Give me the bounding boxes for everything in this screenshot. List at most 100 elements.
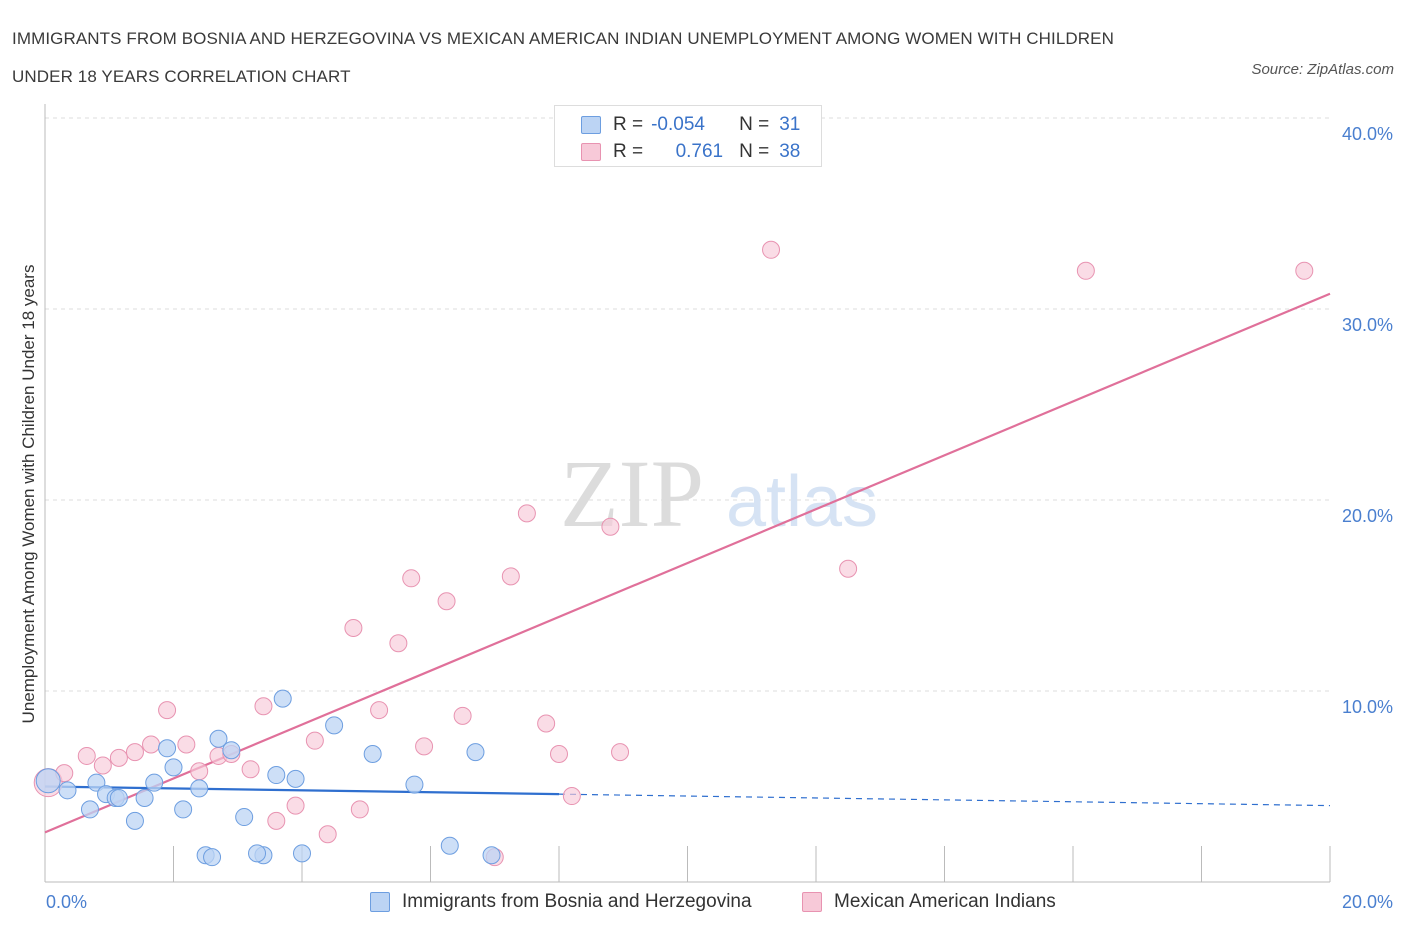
grid-lines bbox=[45, 117, 1330, 692]
x-tick-label: 0.0% bbox=[46, 892, 87, 912]
trend-lines bbox=[44, 292, 1331, 834]
point-mexican-american-indians bbox=[1076, 261, 1095, 280]
axes bbox=[44, 104, 1331, 883]
trend-line-bosnia bbox=[44, 785, 560, 796]
point-mexican-american-indians bbox=[77, 746, 96, 765]
point-mexican-american-indians bbox=[350, 800, 369, 819]
point-bosnia bbox=[325, 716, 344, 735]
point-mexican-american-indians bbox=[611, 743, 630, 762]
point-bosnia bbox=[293, 844, 311, 863]
n-value: 38 bbox=[779, 141, 801, 162]
point-mexican-american-indians bbox=[537, 714, 556, 733]
point-mexican-american-indians bbox=[601, 517, 620, 536]
point-bosnia bbox=[203, 848, 222, 867]
correlation-stats-box: R = -0.054 N = 31 R = 0.761 N = 38 bbox=[554, 105, 822, 167]
point-bosnia bbox=[482, 846, 501, 865]
point-mexican-american-indians bbox=[305, 731, 324, 750]
y-tick-label: 40.0% bbox=[1342, 124, 1393, 144]
point-mexican-american-indians bbox=[370, 701, 389, 720]
point-mexican-american-indians bbox=[517, 504, 536, 523]
point-mexican-american-indians bbox=[142, 735, 161, 754]
data-points bbox=[33, 240, 1314, 867]
r-value: 0.761 bbox=[675, 141, 724, 162]
point-bosnia bbox=[440, 836, 459, 855]
point-mexican-american-indians bbox=[109, 748, 128, 767]
point-bosnia bbox=[209, 729, 228, 748]
point-mexican-american-indians bbox=[158, 701, 177, 720]
blue-swatch-icon bbox=[581, 116, 601, 134]
x-tick-label: 20.0% bbox=[1342, 892, 1393, 912]
point-mexican-american-indians bbox=[177, 735, 196, 754]
point-mexican-american-indians bbox=[267, 811, 286, 830]
watermark-atlas: atlas bbox=[726, 462, 878, 542]
point-bosnia bbox=[222, 741, 241, 760]
point-mexican-american-indians bbox=[453, 706, 472, 725]
chart-title: IMMIGRANTS FROM BOSNIA AND HERZEGOVINA V… bbox=[12, 29, 1114, 86]
point-bosnia bbox=[164, 758, 183, 777]
tick-labels: 10.0% 20.0% 30.0% 40.0% 0.0% 20.0% bbox=[46, 124, 1393, 912]
r-value: -0.054 bbox=[651, 114, 705, 135]
point-bosnia bbox=[145, 773, 164, 792]
point-bosnia bbox=[190, 779, 209, 798]
point-bosnia bbox=[125, 811, 144, 830]
n-label: N = bbox=[739, 114, 770, 135]
n-value: 31 bbox=[779, 114, 801, 135]
point-bosnia bbox=[466, 743, 485, 762]
point-bosnia bbox=[109, 788, 128, 807]
legend-item-bosnia[interactable]: Immigrants from Bosnia and Herzegovina bbox=[370, 888, 752, 916]
point-mexican-american-indians bbox=[415, 737, 434, 756]
legend-item-mexican-american-indians[interactable]: Mexican American Indians bbox=[802, 888, 1056, 916]
point-bosnia bbox=[405, 775, 424, 794]
point-mexican-american-indians bbox=[254, 697, 273, 716]
watermark-zip: ZIP bbox=[560, 440, 704, 547]
stats-row-blue: R = -0.054 N = 31 bbox=[581, 112, 800, 138]
point-bosnia bbox=[87, 773, 106, 792]
point-bosnia bbox=[174, 800, 193, 819]
stats-row-pink: R = 0.761 N = 38 bbox=[581, 139, 800, 165]
point-mexican-american-indians bbox=[286, 796, 305, 815]
point-mexican-american-indians bbox=[190, 762, 209, 781]
point-bosnia bbox=[158, 739, 177, 758]
point-mexican-american-indians bbox=[762, 240, 781, 259]
point-mexican-american-indians bbox=[402, 569, 421, 588]
point-mexican-american-indians bbox=[550, 745, 568, 764]
point-mexican-american-indians bbox=[125, 743, 144, 762]
y-axis-label: Unemployment Among Women with Children U… bbox=[19, 265, 38, 724]
pink-swatch-icon bbox=[802, 892, 822, 912]
point-mexican-american-indians bbox=[93, 756, 112, 775]
pink-swatch-icon bbox=[581, 143, 601, 161]
point-mexican-american-indians bbox=[839, 559, 858, 578]
point-bosnia bbox=[235, 808, 254, 827]
r-label: R = bbox=[613, 114, 644, 135]
y-tick-label: 20.0% bbox=[1342, 506, 1393, 526]
point-mexican-american-indians bbox=[437, 592, 456, 611]
point-bosnia bbox=[35, 768, 61, 794]
point-mexican-american-indians bbox=[389, 634, 408, 653]
legend-label: Mexican American Indians bbox=[834, 891, 1056, 912]
point-mexican-american-indians bbox=[562, 787, 581, 806]
blue-swatch-icon bbox=[370, 892, 390, 912]
point-mexican-american-indians bbox=[344, 618, 363, 637]
watermark: ZIP atlas bbox=[560, 440, 878, 547]
point-bosnia bbox=[135, 788, 154, 807]
r-label: R = bbox=[613, 141, 644, 162]
source-credit: Source: ZipAtlas.com bbox=[1251, 61, 1394, 78]
point-bosnia bbox=[248, 844, 267, 863]
trend-line-mexican-american-indians bbox=[44, 292, 1331, 834]
point-bosnia bbox=[363, 745, 382, 764]
trend-line-bosnia-extension bbox=[558, 793, 1331, 807]
point-mexican-american-indians bbox=[501, 567, 520, 586]
point-bosnia bbox=[58, 781, 77, 800]
y-tick-label: 10.0% bbox=[1342, 697, 1393, 717]
point-mexican-american-indians bbox=[241, 760, 260, 779]
point-mexican-american-indians bbox=[1295, 261, 1314, 280]
y-tick-label: 30.0% bbox=[1342, 315, 1393, 335]
point-bosnia bbox=[286, 769, 305, 788]
legend-label: Immigrants from Bosnia and Herzegovina bbox=[402, 891, 752, 912]
n-label: N = bbox=[739, 141, 770, 162]
point-bosnia bbox=[80, 800, 99, 819]
point-mexican-american-indians bbox=[318, 825, 337, 844]
point-bosnia bbox=[267, 766, 286, 785]
point-bosnia bbox=[273, 689, 292, 708]
